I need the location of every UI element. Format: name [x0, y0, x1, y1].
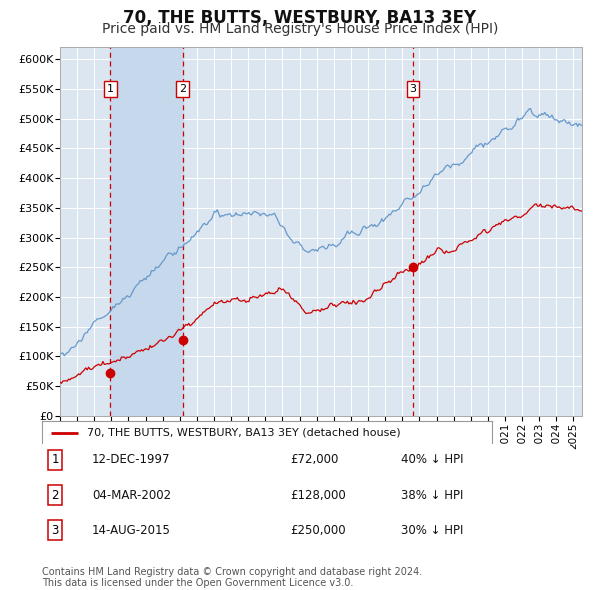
Text: 3: 3 [409, 84, 416, 94]
Text: 70, THE BUTTS, WESTBURY, BA13 3EY (detached house): 70, THE BUTTS, WESTBURY, BA13 3EY (detac… [87, 428, 401, 438]
Text: 3: 3 [52, 524, 59, 537]
Text: HPI: Average price, detached house, Wiltshire: HPI: Average price, detached house, Wilt… [87, 447, 342, 457]
Text: Contains HM Land Registry data © Crown copyright and database right 2024.
This d: Contains HM Land Registry data © Crown c… [42, 566, 422, 588]
Text: 14-AUG-2015: 14-AUG-2015 [92, 524, 171, 537]
Text: Price paid vs. HM Land Registry's House Price Index (HPI): Price paid vs. HM Land Registry's House … [102, 22, 498, 36]
Text: 1: 1 [107, 84, 114, 94]
Text: £72,000: £72,000 [290, 453, 338, 466]
Text: 40% ↓ HPI: 40% ↓ HPI [401, 453, 464, 466]
Text: 2: 2 [52, 489, 59, 502]
Text: 04-MAR-2002: 04-MAR-2002 [92, 489, 171, 502]
Text: £250,000: £250,000 [290, 524, 346, 537]
Text: 12-DEC-1997: 12-DEC-1997 [92, 453, 170, 466]
Bar [110, 47, 183, 416]
Text: 70, THE BUTTS, WESTBURY, BA13 3EY: 70, THE BUTTS, WESTBURY, BA13 3EY [124, 9, 476, 27]
Text: £128,000: £128,000 [290, 489, 346, 502]
Text: 38% ↓ HPI: 38% ↓ HPI [401, 489, 463, 502]
Text: 2: 2 [179, 84, 186, 94]
Text: 1: 1 [52, 453, 59, 466]
Text: 30% ↓ HPI: 30% ↓ HPI [401, 524, 463, 537]
